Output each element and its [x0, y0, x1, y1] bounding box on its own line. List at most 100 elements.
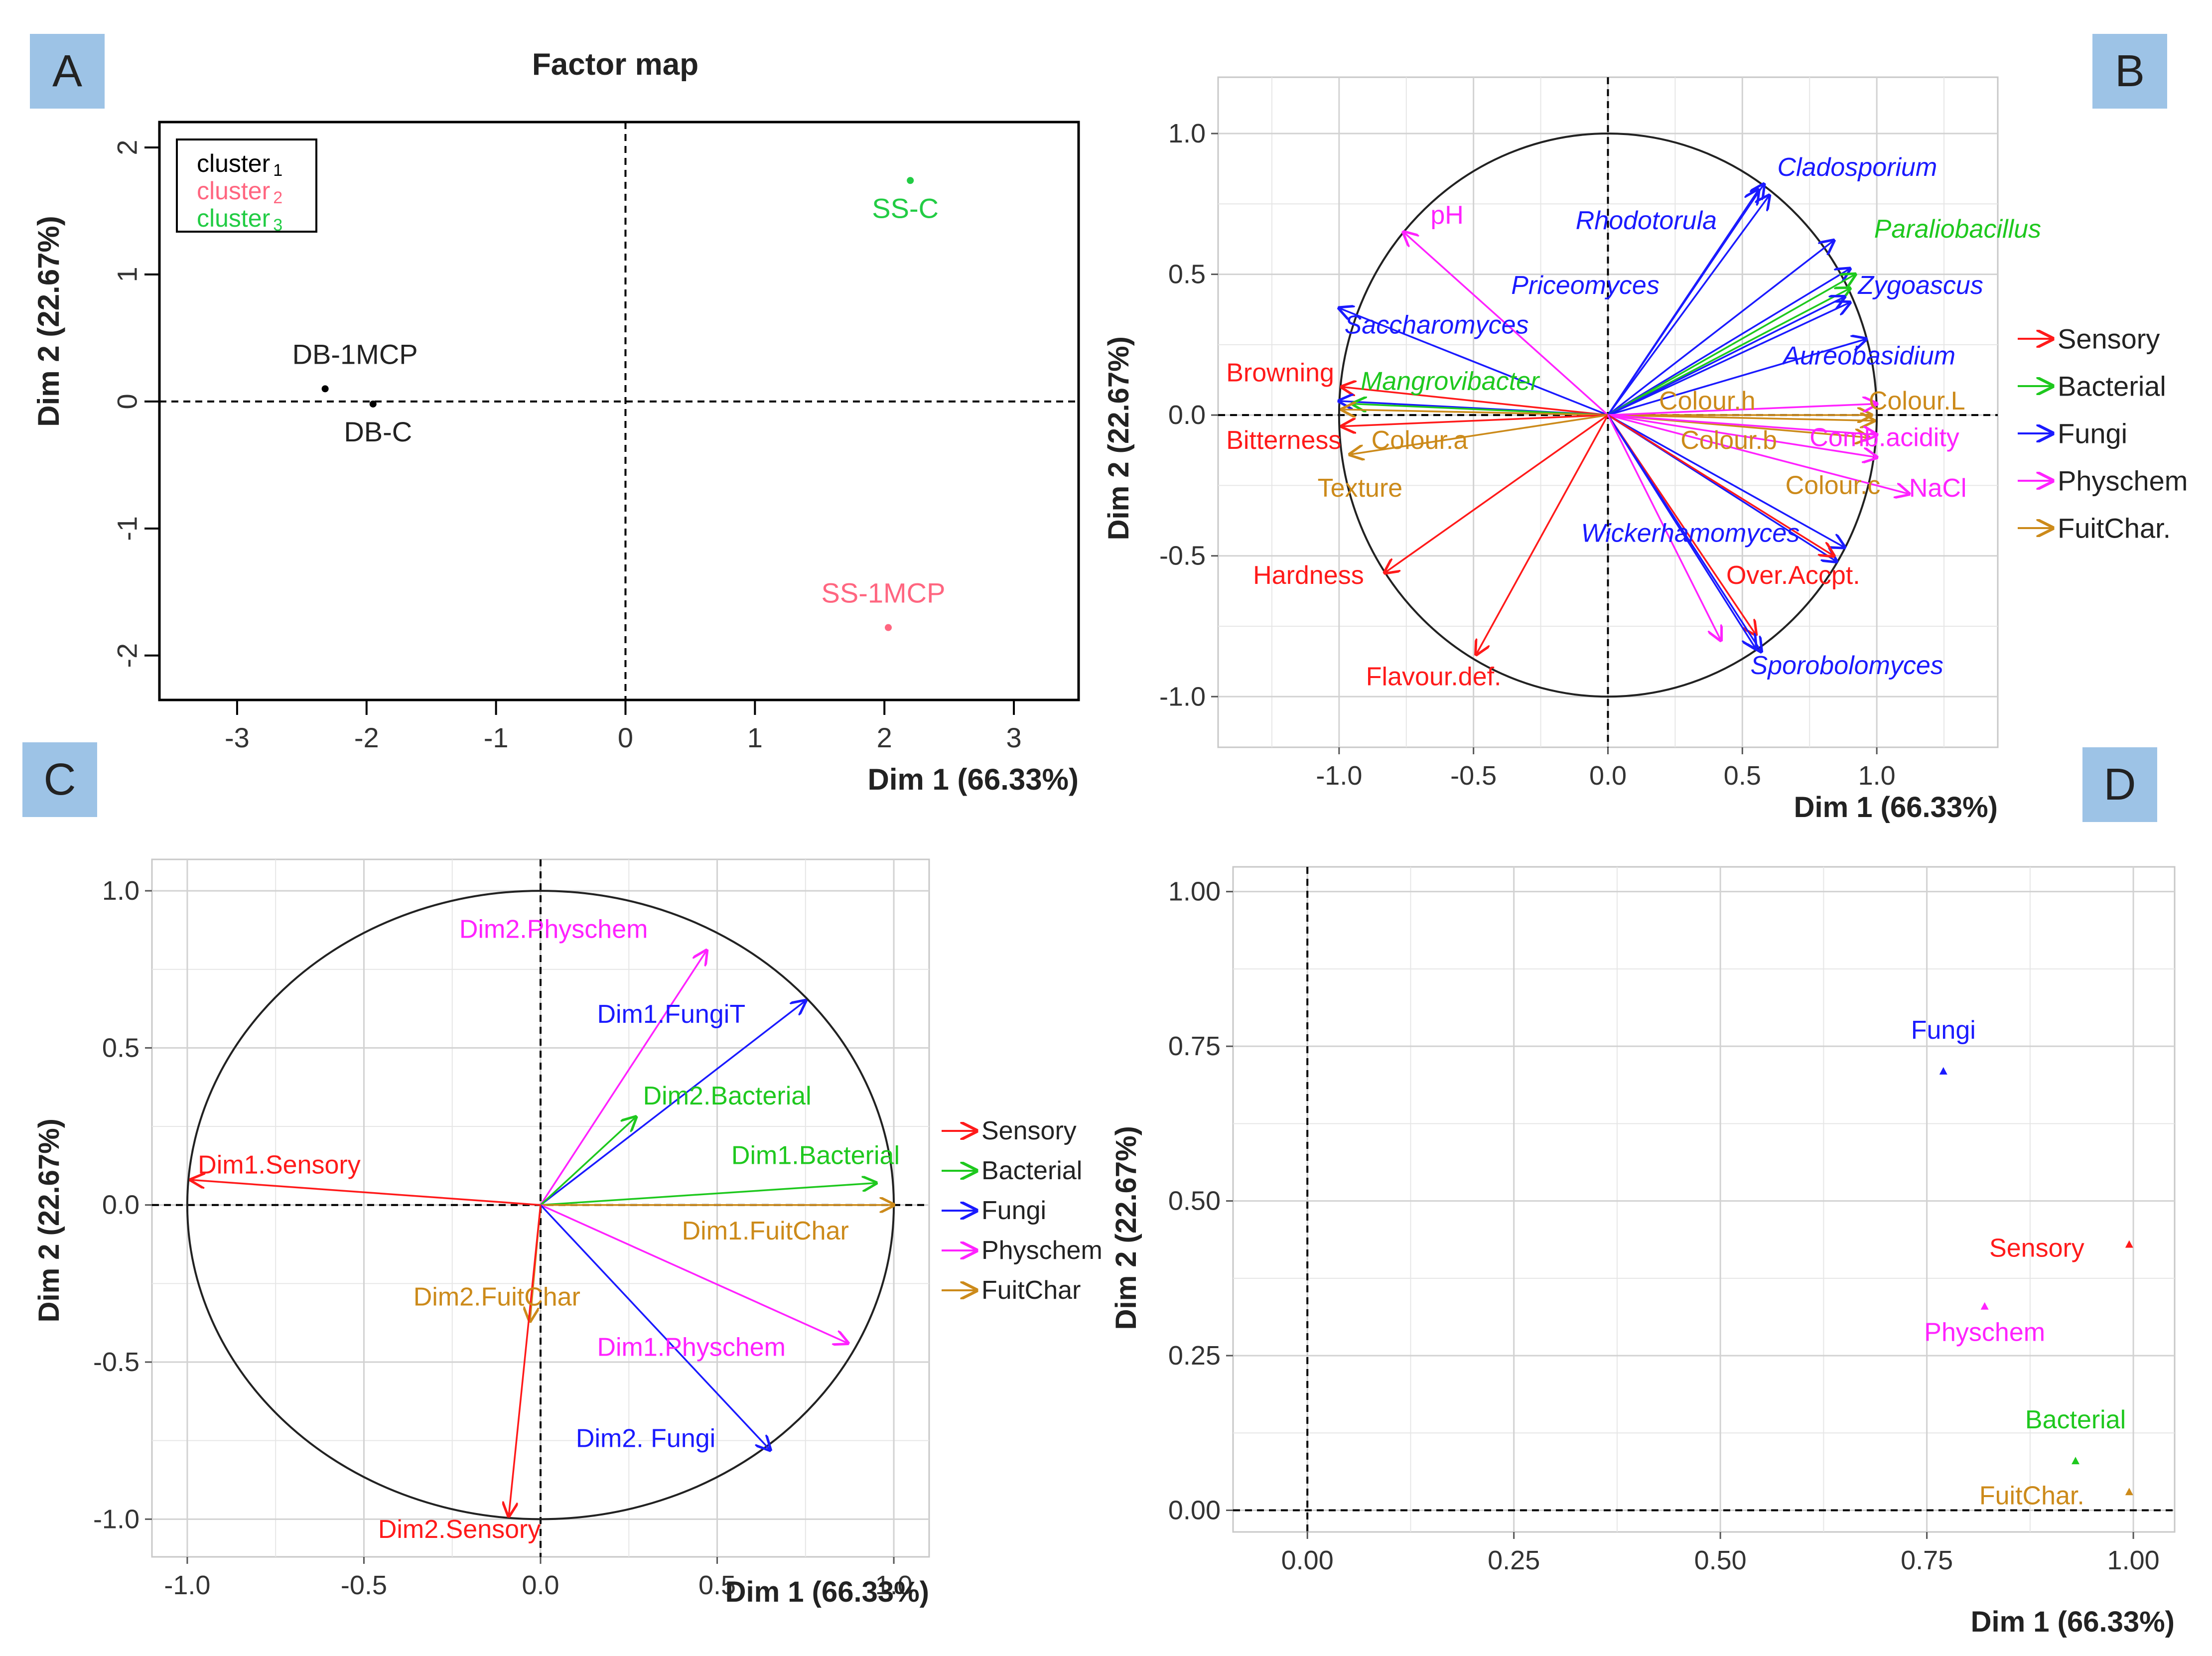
variable-arrow [1607, 414, 1845, 548]
variable-arrow [191, 1180, 541, 1206]
x-tick-label: 1.0 [875, 1570, 913, 1600]
y-tick-label: 2 [112, 139, 143, 155]
group-point [1939, 1067, 1947, 1075]
panel-label-a: A [30, 34, 105, 109]
x-tick-label: -1 [484, 722, 509, 753]
y-tick-label: -1 [112, 516, 143, 541]
y-tick-label: 0.75 [1168, 1031, 1221, 1061]
y-tick-label: 0.00 [1168, 1496, 1221, 1525]
panel-label-b: B [2092, 34, 2167, 109]
x-tick-label: 3 [1006, 722, 1021, 753]
x-tick-label: 0.50 [1694, 1545, 1747, 1575]
variable-label: Dim1.FungiT [597, 1000, 745, 1029]
legend-label: cluster 2 [197, 177, 282, 207]
x-tick-label: 0.5 [1724, 761, 1761, 791]
variable-arrow [1608, 415, 1874, 420]
c-legend-label: FuitChar [981, 1276, 1081, 1305]
variable-label: Dim1.Physchem [597, 1333, 786, 1362]
y-tick-label: 1.00 [1168, 877, 1221, 907]
variable-label: Over.Accpt. [1726, 561, 1860, 590]
x-tick-label: 1 [747, 722, 763, 753]
variable-label: Priceomyces [1511, 271, 1659, 300]
variable-label: Rhodotorula [1576, 206, 1717, 235]
y-tick-label: 0.0 [1168, 400, 1206, 430]
variable-arrow [1342, 414, 1608, 426]
x-tick-label: 0.0 [1589, 761, 1627, 791]
y-tick-label: 0.25 [1168, 1341, 1221, 1371]
c-legend-label: Physchem [981, 1236, 1103, 1265]
plot-area [1232, 866, 2176, 1533]
x-tick-label: 0.75 [1901, 1545, 1953, 1575]
variable-label: Dim2. Fungi [576, 1424, 715, 1453]
x-axis-title: Dim 1 (66.33%) [1794, 791, 1998, 824]
data-point [321, 385, 329, 393]
variable-arrow [509, 1205, 542, 1516]
y-tick-label: 1.0 [102, 876, 139, 906]
x-tick-label: -1.0 [1316, 761, 1362, 791]
x-tick-label: 0.00 [1281, 1545, 1334, 1575]
x-tick-label: 0 [618, 722, 633, 753]
variable-arrow [1342, 410, 1608, 415]
x-axis-title: Dim 1 (66.33%) [1971, 1606, 2175, 1638]
y-tick-label: 0.5 [1168, 260, 1206, 289]
y-tick-label: -1.0 [93, 1504, 139, 1534]
variable-arrow [1476, 414, 1609, 654]
variable-label: Cladosporium [1777, 153, 1937, 182]
variable-arrow [1607, 190, 1759, 416]
c-legend-label: Bacterial [981, 1156, 1082, 1185]
group-point-label: Fungi [1911, 1016, 1976, 1045]
variable-label: Dim2.Sensory [378, 1515, 541, 1544]
legend-label-subscript: 2 [273, 188, 282, 207]
y-axis-title: Dim 2 (22.67%) [1103, 336, 1135, 540]
legend-box [176, 138, 317, 233]
variable-label: Wickerhamomyces [1581, 519, 1800, 548]
y-tick-label: 0 [112, 394, 143, 409]
variable-label: Hardness [1253, 561, 1364, 590]
variable-arrow [1350, 414, 1608, 454]
legend-label: cluster 1 [197, 149, 282, 180]
variable-label: Dim1.Bacterial [731, 1141, 900, 1170]
variable-label: Zygoascus [1857, 271, 1983, 300]
variable-label: Colour.L [1869, 387, 1965, 415]
y-tick-label: 1 [112, 267, 143, 282]
x-tick-label: 1.0 [1858, 761, 1896, 791]
data-point-label: DB-1MCP [292, 338, 418, 370]
x-tick-label: 0.5 [698, 1570, 736, 1600]
x-axis-title: Dim 1 (66.33%) [867, 763, 1079, 796]
y-tick-label: -2 [112, 643, 143, 668]
plot-frame [158, 121, 1080, 701]
c-legend-label: Fungi [981, 1196, 1046, 1225]
variable-arrow [1607, 195, 1770, 416]
group-point-label: Sensory [1989, 1234, 2084, 1263]
variable-label: pH [1430, 201, 1463, 230]
variable-arrow [1608, 404, 1877, 416]
variable-arrow [1607, 241, 1834, 416]
y-tick-label: -0.5 [1159, 541, 1206, 571]
x-tick-label: 1.00 [2107, 1545, 2160, 1575]
legend-label: cluster 3 [197, 204, 282, 235]
unit-circle [1338, 133, 1878, 698]
group-point-label: FuitChar. [1979, 1481, 2084, 1510]
data-point-label: SS-C [872, 192, 939, 224]
panel-label-c: C [22, 742, 97, 817]
x-tick-label: 0.0 [522, 1570, 559, 1600]
group-point [2125, 1240, 2133, 1248]
variable-arrow [1607, 269, 1850, 416]
y-tick-label: 0.50 [1168, 1186, 1221, 1216]
variable-arrow [1339, 308, 1609, 416]
variable-label: Colour.a [1372, 426, 1468, 455]
variable-label: Mangrovibacter [1361, 367, 1540, 396]
variable-label: Colour.h [1659, 387, 1756, 415]
y-tick-label: 0.5 [102, 1033, 139, 1063]
variable-arrow [1342, 387, 1608, 416]
variable-label: Aureobasidium [1781, 341, 1955, 370]
x-tick-label: -0.5 [1450, 761, 1497, 791]
variable-label: Dim1.FuitChar [682, 1217, 849, 1245]
variable-label: Dim2.Bacterial [643, 1082, 812, 1110]
group-point [2125, 1488, 2133, 1496]
b-legend-label: FuitChar. [2058, 513, 2171, 544]
variable-label: Bitterness [1226, 426, 1341, 455]
x-tick-label: -2 [354, 722, 379, 753]
